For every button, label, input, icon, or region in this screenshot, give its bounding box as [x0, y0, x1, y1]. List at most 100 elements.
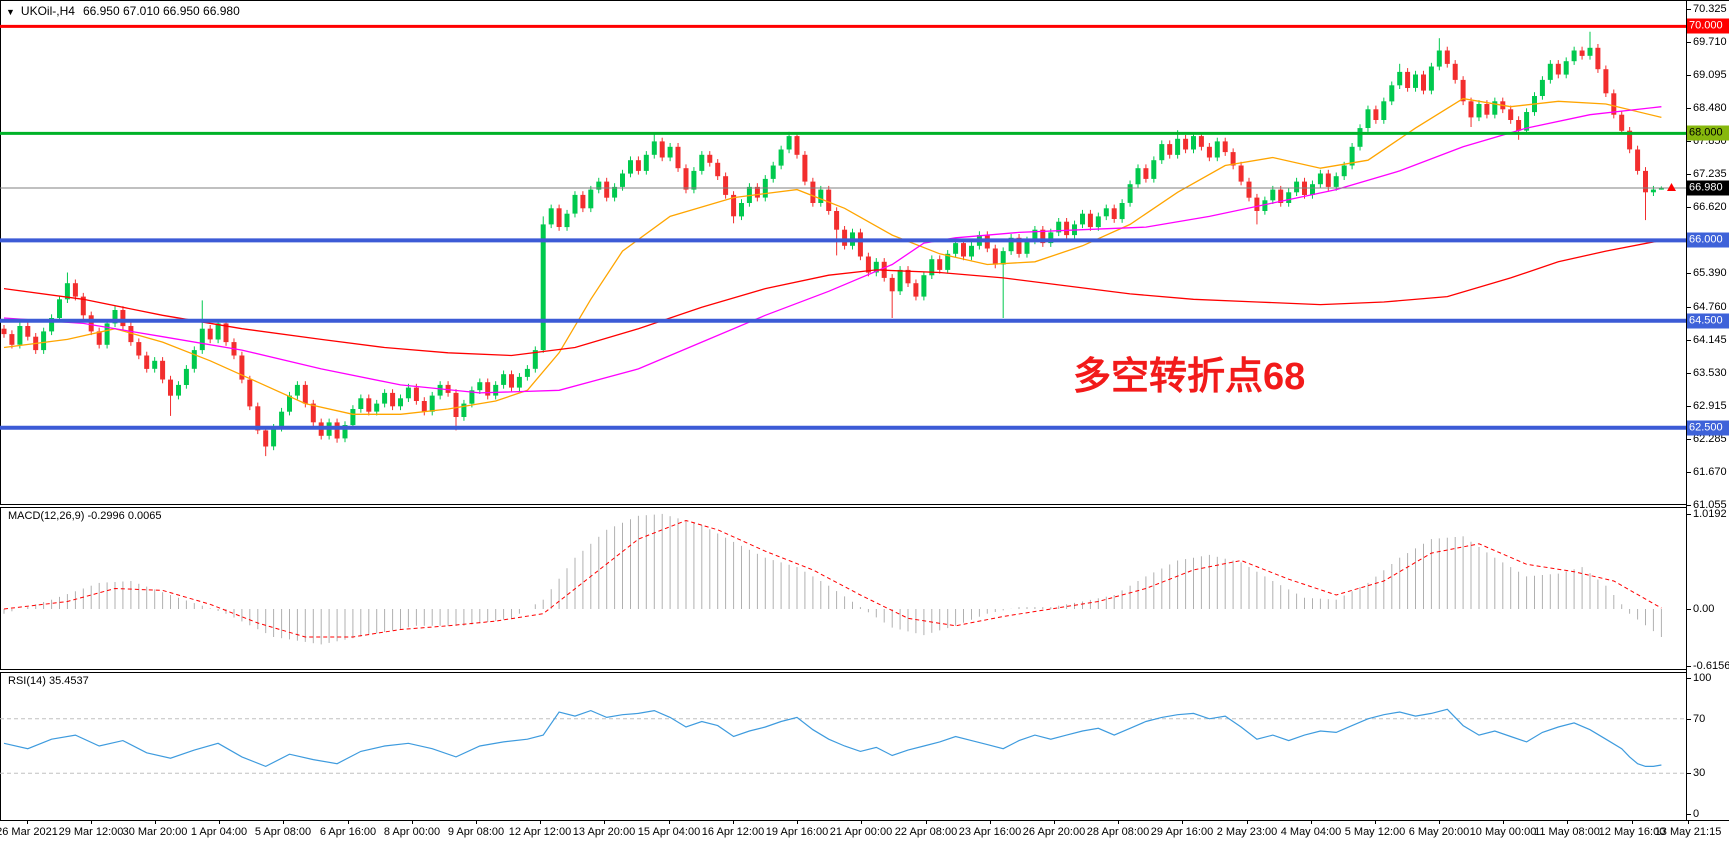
price-axis-label: 61.670: [1693, 466, 1727, 478]
axis-tick: [1686, 42, 1691, 43]
panel-separator[interactable]: [0, 669, 1687, 673]
axis-tick: [1686, 75, 1691, 76]
axis-tick: [1686, 666, 1691, 667]
price-axis-label: 62.285: [1693, 433, 1727, 445]
time-axis-label: 15 Apr 04:00: [637, 826, 701, 838]
time-axis-label: 12 Apr 12:00: [508, 826, 572, 838]
axis-tick: [1686, 207, 1691, 208]
axis-tick: [1686, 406, 1691, 407]
price-axis-label: 70: [1693, 713, 1706, 725]
time-axis-label: 16 Apr 12:00: [701, 826, 765, 838]
time-axis: 26 Mar 2021 29 Mar 12:00 30 Mar 20:00 1 Apr…: [0, 820, 1729, 844]
time-axis-label: 22 Apr 08:00: [894, 826, 958, 838]
axis-tick: [1686, 307, 1691, 308]
time-axis-label: 11 May 08:00: [1534, 826, 1600, 838]
time-axis-label: 5 Apr 08:00: [254, 826, 312, 838]
time-axis-label: 26 Mar 2021: [0, 826, 58, 838]
axis-tick: [1686, 472, 1691, 473]
symbol-marker-icon: ▼: [6, 7, 15, 17]
price-level-badge: 66.980: [1687, 180, 1729, 196]
annotation-text: 多空转折点68: [1073, 356, 1306, 398]
price-axis-label: 66.620: [1693, 201, 1727, 213]
time-axis-label: 13 Apr 20:00: [572, 826, 636, 838]
rsi-panel[interactable]: [0, 673, 1686, 820]
price-axis-label: -0.6156: [1693, 660, 1729, 672]
time-tick: [412, 820, 413, 824]
axis-tick: [1686, 9, 1691, 10]
price-axis-label: 68.480: [1693, 102, 1727, 114]
axis-tick: [1686, 719, 1691, 720]
time-tick: [733, 820, 734, 824]
time-tick: [1118, 820, 1119, 824]
time-axis-label: 30 Mar 20:00: [122, 826, 188, 838]
chart-left-border: [0, 1, 1, 821]
price-axis-label: 70.325: [1693, 3, 1727, 15]
price-axis-label: 61.055: [1693, 499, 1727, 511]
price-level-badge: 62.500: [1687, 420, 1729, 436]
panel-separator[interactable]: [0, 504, 1687, 508]
time-axis-label: 21 Apr 00:00: [829, 826, 893, 838]
axis-tick: [1686, 340, 1691, 341]
axis-tick: [1686, 814, 1691, 815]
time-axis-line: [0, 820, 1729, 821]
price-axis-label: 64.760: [1693, 301, 1727, 313]
time-tick: [926, 820, 927, 824]
macd-panel[interactable]: [0, 508, 1686, 669]
time-tick: [861, 820, 862, 824]
time-axis-label: 4 May 04:00: [1280, 826, 1342, 838]
price-level-badge: 68.000: [1687, 125, 1729, 141]
time-axis-label: 12 May 16:00: [1598, 826, 1666, 838]
axis-tick: [1686, 174, 1691, 175]
price-axis-label: 64.145: [1693, 334, 1727, 346]
time-axis-label: 29 Mar 12:00: [58, 826, 124, 838]
time-tick: [1439, 820, 1440, 824]
ma-mid-magenta: [3, 106, 1662, 394]
time-axis-label: 19 Apr 16:00: [765, 826, 829, 838]
time-tick: [669, 820, 670, 824]
axis-tick: [1686, 505, 1691, 506]
rsi-line: [3, 708, 1662, 768]
macd-signal-line: [3, 519, 1662, 638]
axis-tick: [1686, 108, 1691, 109]
axis-tick: [1686, 141, 1691, 142]
time-axis-label: 13 May 21:15: [1654, 826, 1722, 838]
axis-tick: [1686, 273, 1691, 274]
price-axis-label: 69.095: [1693, 69, 1727, 81]
price-axis-label: 67.235: [1693, 168, 1727, 180]
macd-indicator-label: MACD(12,26,9) -0.2996 0.0065: [8, 510, 162, 522]
ma-slow-red: [3, 239, 1662, 357]
price-axis-label: 65.390: [1693, 267, 1727, 279]
time-tick: [27, 820, 28, 824]
price-axis-label: 100: [1693, 672, 1712, 684]
time-tick: [476, 820, 477, 824]
time-tick: [540, 820, 541, 824]
time-axis-label: 8 Apr 00:00: [383, 826, 441, 838]
time-tick: [283, 820, 284, 824]
price-axis-line: [1686, 1, 1687, 820]
last-price-arrow-icon: [1667, 183, 1676, 191]
time-axis-label: 9 Apr 08:00: [447, 826, 505, 838]
time-axis-label: 10 May 00:00: [1469, 826, 1537, 838]
time-axis-label: 26 Apr 20:00: [1022, 826, 1086, 838]
chart-header: ▼ UKOil-,H4 66.950 67.010 66.950 66.980: [6, 4, 240, 18]
axis-tick: [1686, 773, 1691, 774]
time-axis-label: 29 Apr 16:00: [1150, 826, 1214, 838]
axis-tick: [1686, 514, 1691, 515]
time-axis-label: 1 Apr 04:00: [190, 826, 248, 838]
time-tick: [1247, 820, 1248, 824]
price-axis: 70.325 70.000 69.710 69.095 68.480 68.000 67.8…: [1686, 1, 1729, 820]
time-tick: [1688, 820, 1689, 824]
main-price-chart[interactable]: [0, 1, 1686, 504]
ma-fast-orange: [3, 97, 1662, 415]
time-tick: [91, 820, 92, 824]
time-axis-label: 6 May 20:00: [1408, 826, 1470, 838]
time-tick: [797, 820, 798, 824]
price-level-badge: 64.500: [1687, 313, 1729, 329]
price-axis-label: 0: [1693, 808, 1700, 820]
time-tick: [604, 820, 605, 824]
price-level-badge: 66.000: [1687, 232, 1729, 248]
axis-tick: [1686, 609, 1691, 610]
time-tick: [1567, 820, 1568, 824]
time-tick: [1375, 820, 1376, 824]
